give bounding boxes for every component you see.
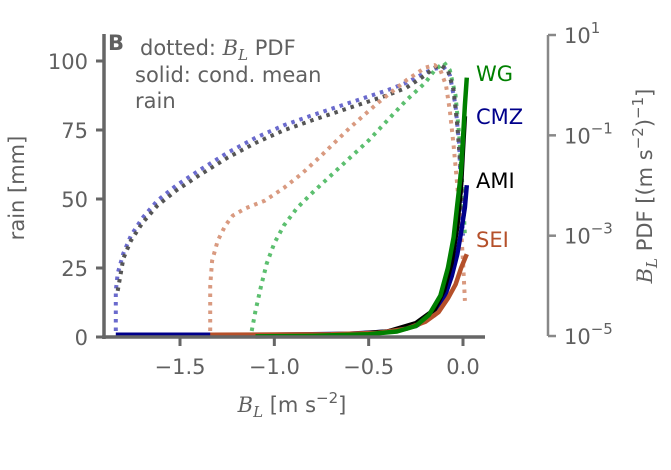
pdf-line-wg xyxy=(249,60,467,332)
rain-line-wg xyxy=(255,77,470,339)
right-label-math: B xyxy=(633,268,657,284)
series-label-wg: WG xyxy=(476,62,513,86)
right-label-close: ] xyxy=(633,89,657,97)
left-y-tick-label: 75 xyxy=(61,119,88,143)
left-y-tick-label: 100 xyxy=(48,50,88,74)
right-y-axis-label: BL PDF [(m s−2)−1] xyxy=(629,89,661,285)
x-tick-label: −0.5 xyxy=(343,355,394,379)
rain-line-cmz xyxy=(115,185,470,338)
left-y-axis-label: rain [mm] xyxy=(5,136,29,241)
pdf-curves xyxy=(113,60,467,332)
right-label-text: PDF [(m s xyxy=(633,149,657,258)
annotation-prefix: dotted: xyxy=(140,36,223,60)
right-label-exp2: −1 xyxy=(629,97,647,119)
series-label-ami: AMI xyxy=(476,169,515,193)
x-ticks: −1.5 −1.0 −0.5 0.0 xyxy=(154,337,480,379)
x-tick-label: −1.5 xyxy=(154,355,205,379)
right-y-ticks: 101 10−1 10−3 10−5 xyxy=(548,19,613,349)
pdf-line-cmz xyxy=(113,65,465,331)
right-y-tick-label: 101 xyxy=(564,19,600,48)
rain-line-sei xyxy=(210,253,469,338)
left-y-ticks: 0 25 50 75 100 xyxy=(48,50,104,350)
series-label-sei: SEI xyxy=(476,228,509,252)
rain-curves xyxy=(115,77,470,339)
pdf-line-sei xyxy=(208,63,467,331)
annotation-line-3: rain xyxy=(135,89,176,113)
right-label-mid: ) xyxy=(633,119,657,127)
left-y-tick-label: 50 xyxy=(61,188,88,212)
panel-label: B xyxy=(108,31,124,55)
annotation-math-sub: L xyxy=(237,46,248,64)
x-label-exp: −2 xyxy=(316,389,338,407)
right-y-tick-label: 10−3 xyxy=(564,220,613,249)
series-labels: WG CMZ AMI SEI xyxy=(476,62,523,252)
x-label-sub: L xyxy=(252,403,263,421)
right-y-tick-label: 10−1 xyxy=(564,119,613,148)
annotation-suffix: PDF xyxy=(248,36,296,60)
x-label-math: B xyxy=(237,393,253,417)
left-y-tick-label: 0 xyxy=(75,326,88,350)
x-tick-label: 0.0 xyxy=(446,355,479,379)
x-tick-label: −1.0 xyxy=(249,355,300,379)
right-label-sub: L xyxy=(643,258,661,269)
left-y-tick-label: 25 xyxy=(61,257,88,281)
x-axis-label: BL [m s−2] xyxy=(237,389,347,421)
right-y-tick-label: 10−5 xyxy=(564,320,613,349)
annotation-line-2: solid: cond. mean xyxy=(135,63,321,87)
annotation-line-1: dotted: BL PDF xyxy=(140,36,296,64)
series-label-cmz: CMZ xyxy=(476,105,523,129)
pdf-line-ami xyxy=(115,63,465,292)
right-label-exp1: −2 xyxy=(629,127,647,149)
x-label-unit: [m s xyxy=(263,393,316,417)
x-label-close: ] xyxy=(338,393,346,417)
annotation-math: B xyxy=(222,36,238,60)
